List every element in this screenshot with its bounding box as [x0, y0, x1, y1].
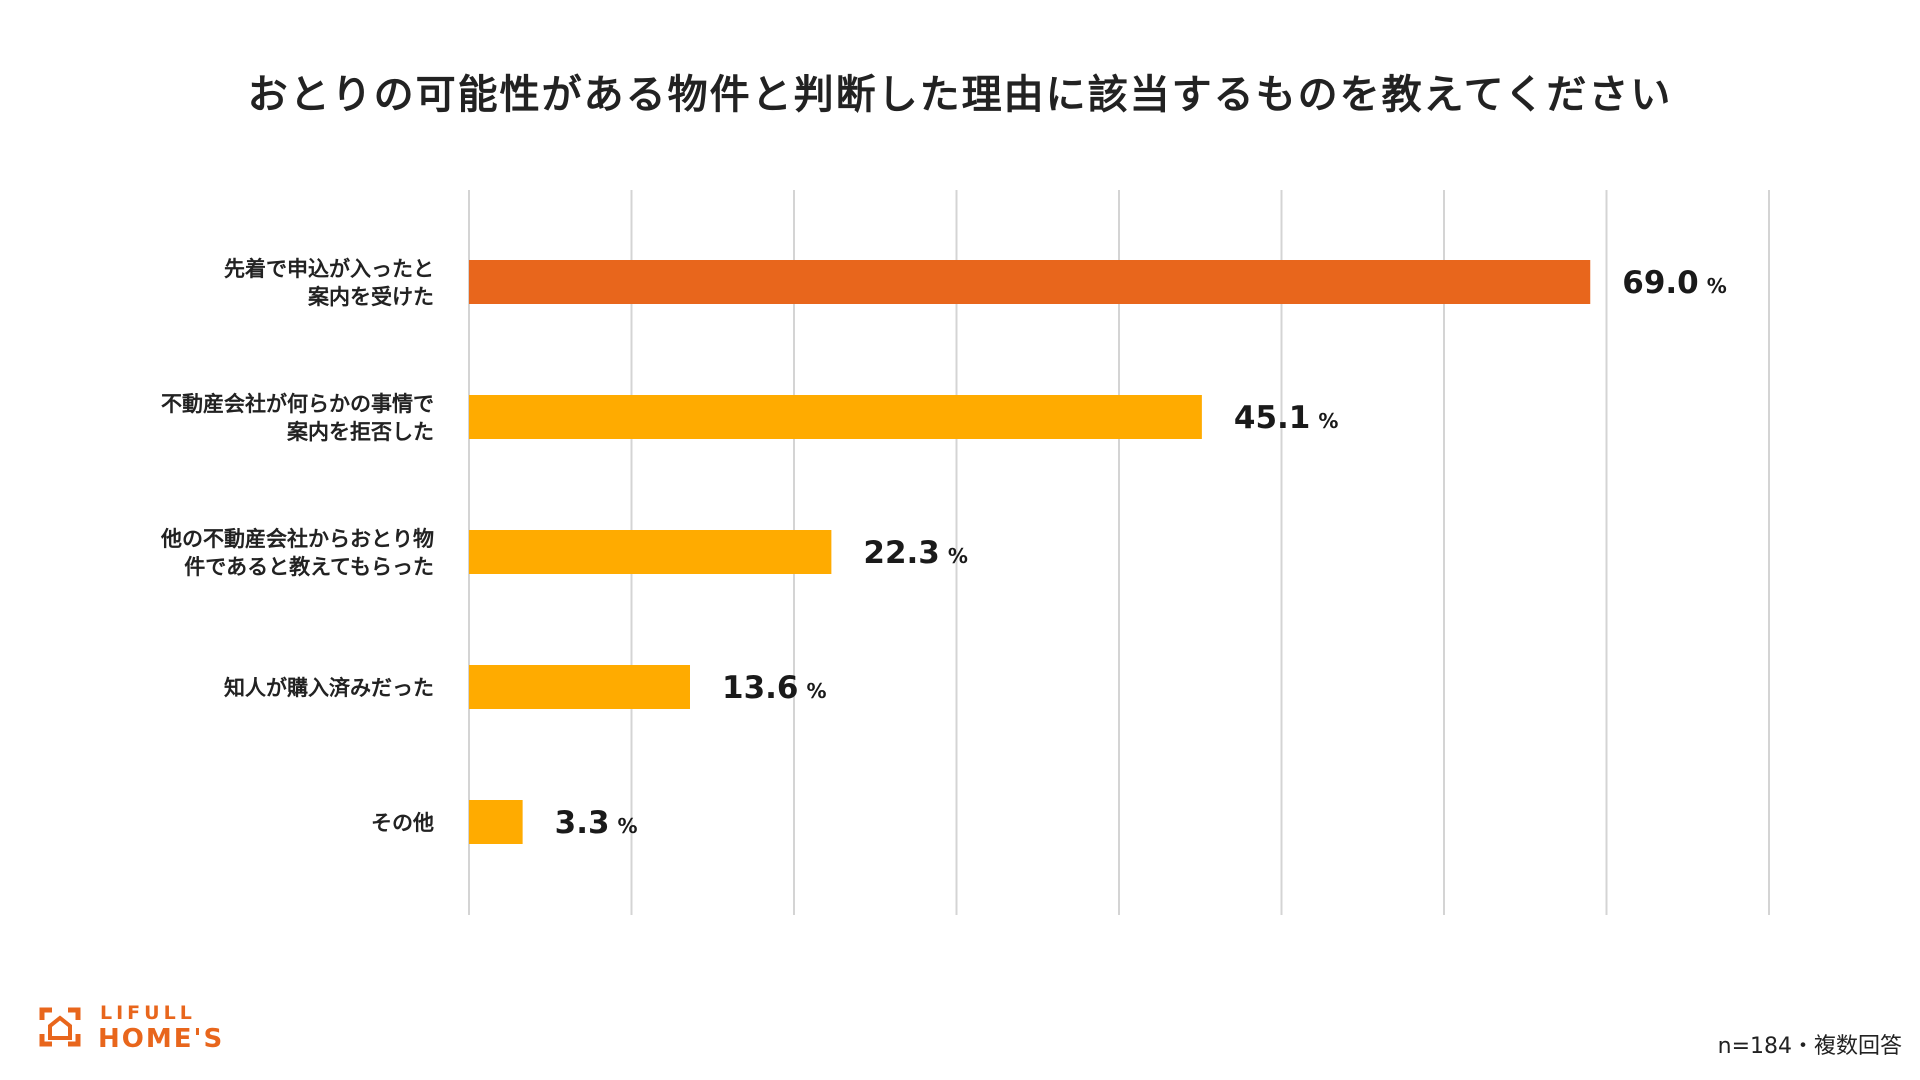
bar	[469, 665, 690, 709]
category-label: 他の不動産会社からおとり物件であると教えてもらった	[160, 527, 434, 579]
category-label: 先着で申込が入ったと案内を受けた	[224, 257, 434, 309]
category-label: その他	[371, 811, 434, 835]
chart-title: おとりの可能性がある物件と判断した理由に該当するものを教えてください	[247, 72, 1673, 118]
category-label: 知人が購入済みだった	[224, 676, 434, 700]
data-label: 22.3%	[863, 535, 968, 571]
bar	[469, 800, 523, 844]
data-label: 3.3%	[555, 805, 638, 841]
data-label: 45.1%	[1234, 400, 1339, 436]
category-label: 不動産会社が何らかの事情で案内を拒否した	[161, 392, 434, 444]
bar-chart: 先着で申込が入ったと案内を受けた 69.0 % 不動産会社が何らかの事情で案内を拒否し…	[160, 190, 1770, 915]
data-label: 69.0%	[1622, 265, 1727, 301]
bar	[469, 395, 1202, 439]
bar	[469, 260, 1591, 304]
bar	[469, 530, 832, 574]
sample-note: n=184・複数回答	[1717, 1034, 1902, 1059]
logo-text-homes: HOME'S	[98, 1024, 225, 1054]
data-label: 13.6%	[722, 670, 827, 706]
house-logo-icon	[39, 1007, 81, 1047]
logo-text-lifull: LIFULL	[100, 1002, 196, 1024]
